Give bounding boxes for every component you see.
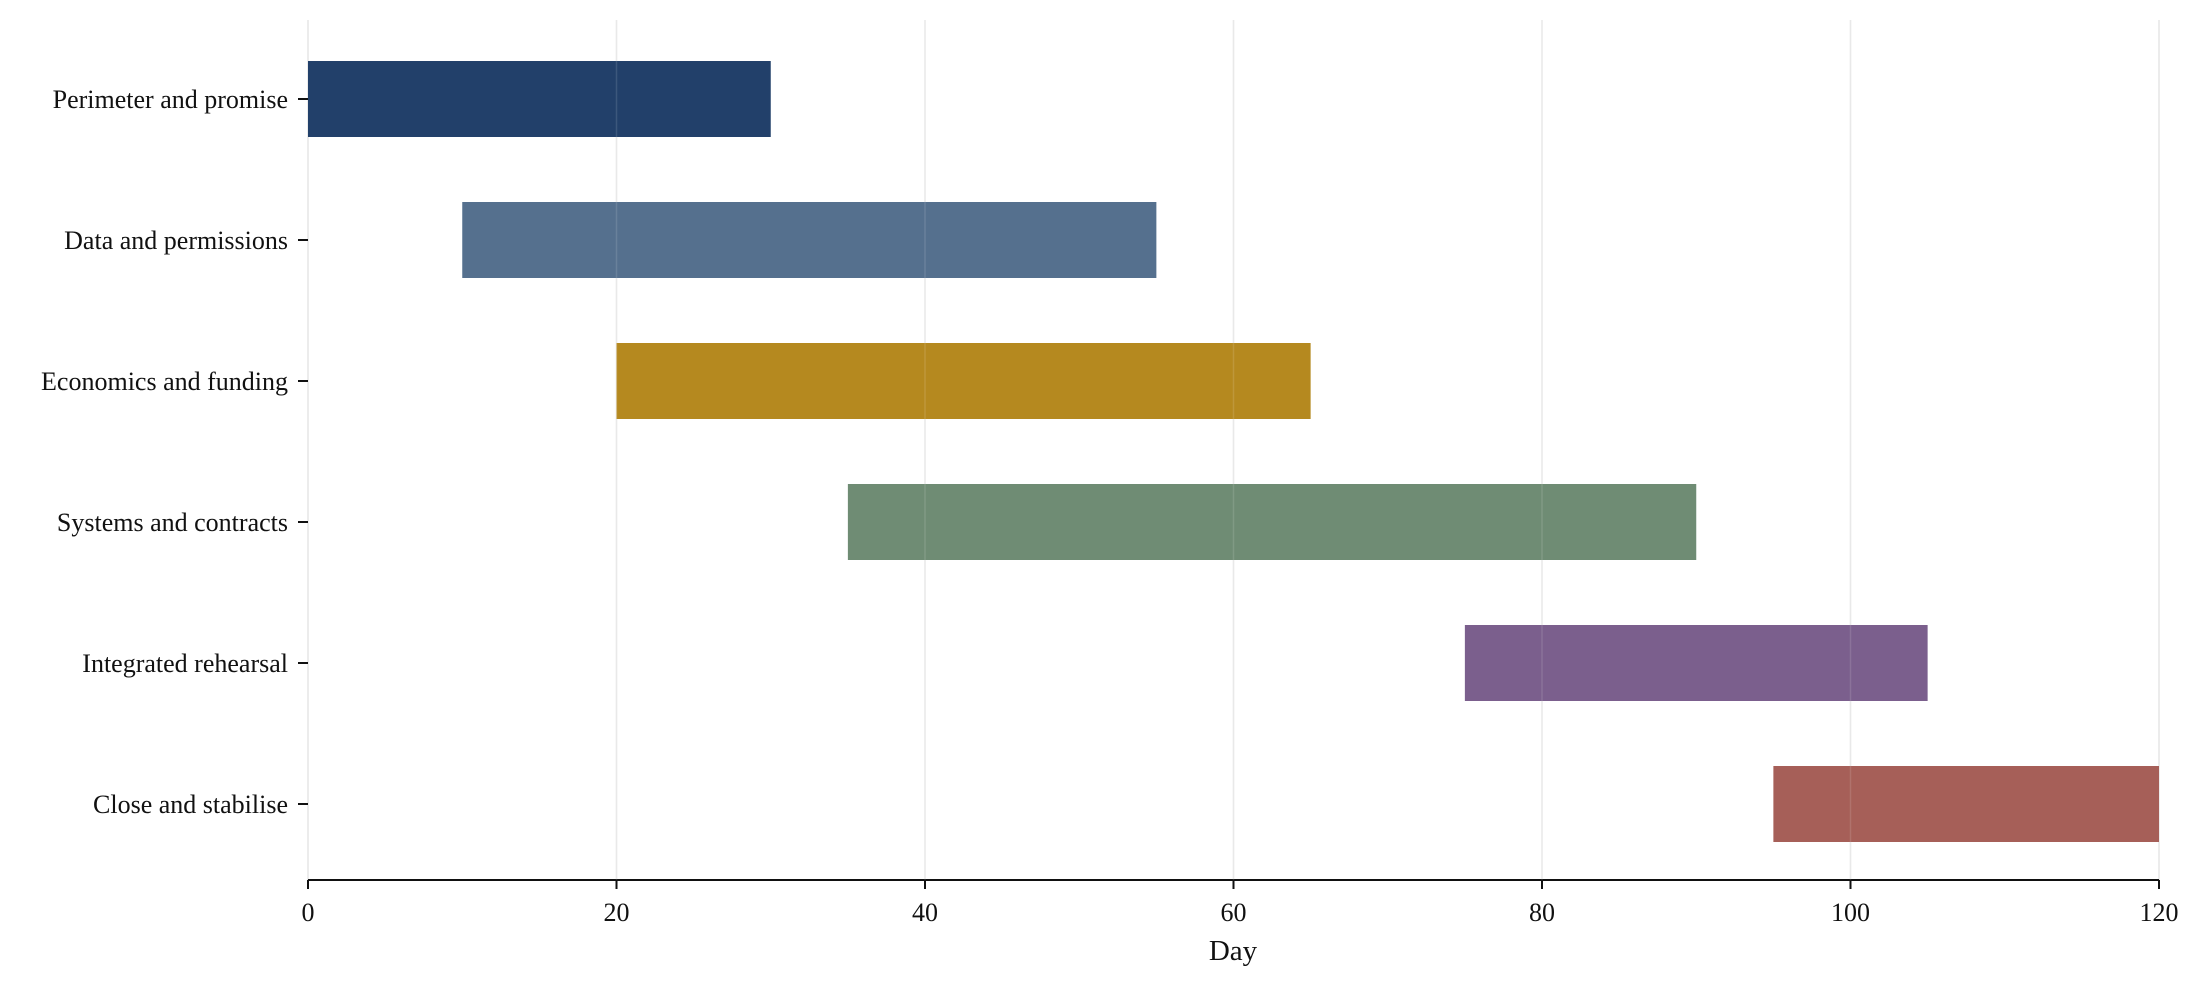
task-label: Systems and contracts: [57, 508, 288, 537]
task-label: Economics and funding: [41, 367, 288, 396]
x-tick-label: 100: [1831, 898, 1870, 927]
task-label: Perimeter and promise: [53, 85, 288, 114]
x-tick-label: 80: [1529, 898, 1555, 927]
x-tick-label: 20: [604, 898, 630, 927]
x-axis-title: Day: [1209, 935, 1258, 967]
grid-lines: [307, 20, 2160, 880]
task-bars: [308, 61, 2159, 842]
task-bar: [1773, 766, 2159, 842]
task-label: Data and permissions: [64, 226, 288, 255]
y-axis: Perimeter and promise Data and permission…: [41, 85, 308, 819]
task-bar: [616, 343, 1311, 419]
x-axis: 0 20 40 60 80 100 120: [302, 879, 2179, 927]
x-tick-label: 120: [2140, 898, 2179, 927]
task-bar: [1464, 625, 1928, 701]
task-bar: [462, 202, 1157, 278]
x-tick-label: 40: [912, 898, 938, 927]
task-bar: [847, 484, 1697, 560]
task-label: Integrated rehearsal: [82, 649, 288, 678]
task-bar: [308, 61, 771, 137]
x-tick-label: 0: [302, 898, 315, 927]
x-tick-label: 60: [1221, 898, 1247, 927]
task-label: Close and stabilise: [93, 790, 288, 819]
grid-overlay: [615, 20, 1852, 880]
